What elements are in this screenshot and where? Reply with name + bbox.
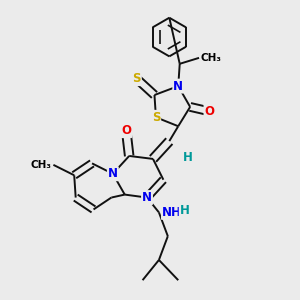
Text: NH: NH — [162, 206, 182, 219]
Text: N: N — [173, 80, 183, 93]
Text: O: O — [204, 105, 214, 118]
Text: S: S — [152, 111, 160, 124]
Text: H: H — [180, 204, 190, 218]
Text: CH₃: CH₃ — [31, 160, 52, 170]
Text: O: O — [121, 124, 131, 137]
Text: H: H — [183, 151, 193, 164]
Text: N: N — [108, 167, 118, 180]
Text: N: N — [142, 191, 152, 204]
Text: S: S — [132, 72, 141, 85]
Text: CH₃: CH₃ — [200, 53, 221, 63]
